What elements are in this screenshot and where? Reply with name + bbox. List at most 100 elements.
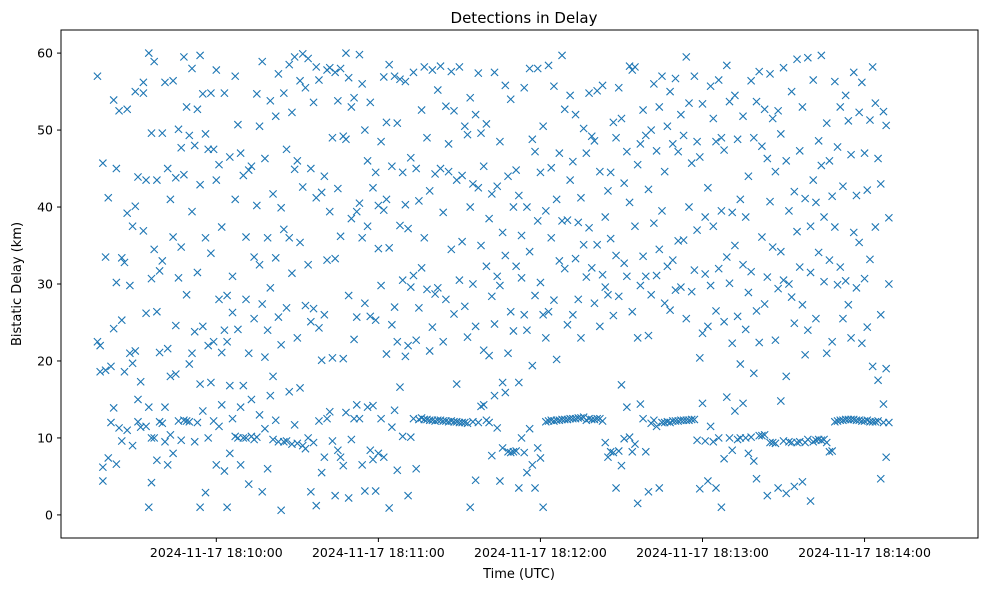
data-point	[520, 448, 529, 457]
data-point	[128, 441, 137, 450]
data-point	[628, 307, 637, 316]
data-point	[325, 407, 334, 416]
data-point	[352, 207, 361, 216]
data-point	[463, 333, 472, 342]
data-point	[741, 325, 750, 334]
data-point	[198, 89, 207, 98]
data-point	[612, 133, 621, 142]
data-point	[463, 419, 472, 428]
data-point	[693, 226, 702, 235]
data-point	[531, 483, 540, 492]
data-point	[185, 360, 194, 369]
data-point	[279, 437, 288, 446]
data-point	[639, 106, 648, 115]
data-point	[152, 307, 161, 316]
data-point	[225, 153, 234, 161]
y-axis-label: Bistatic Delay (km)	[10, 222, 25, 346]
data-point	[414, 303, 423, 312]
data-point	[485, 214, 494, 223]
data-point	[663, 122, 672, 131]
data-point	[879, 107, 888, 116]
data-point	[455, 62, 464, 71]
data-point	[150, 57, 159, 66]
data-point	[285, 233, 294, 242]
data-point	[571, 110, 580, 119]
data-point	[739, 399, 747, 408]
data-point	[790, 482, 799, 491]
data-point	[314, 323, 323, 332]
data-point	[182, 417, 191, 425]
data-point	[641, 447, 650, 456]
data-point	[576, 413, 585, 422]
data-point	[582, 273, 591, 282]
data-point	[185, 131, 194, 140]
data-point	[112, 164, 121, 173]
data-point	[784, 280, 793, 288]
data-point	[590, 299, 599, 308]
data-point	[144, 403, 153, 412]
data-point	[266, 96, 275, 105]
data-point	[833, 143, 842, 151]
data-point	[139, 226, 148, 235]
data-point	[682, 52, 691, 61]
data-point	[598, 81, 607, 90]
data-point	[760, 300, 769, 309]
data-point	[293, 333, 302, 342]
data-point	[544, 61, 553, 70]
data-point	[106, 418, 115, 427]
data-point	[830, 77, 839, 86]
data-point	[760, 430, 769, 439]
y-tick-label: 10	[37, 430, 53, 445]
data-point	[671, 74, 680, 83]
data-point	[493, 423, 502, 432]
data-point	[158, 419, 167, 428]
data-point	[336, 453, 345, 462]
data-point	[865, 116, 874, 125]
data-point	[190, 327, 199, 336]
data-point	[703, 477, 712, 486]
data-point	[636, 400, 645, 409]
data-point	[252, 201, 261, 210]
data-point	[509, 326, 518, 335]
data-point	[215, 422, 223, 431]
data-point	[169, 449, 178, 458]
data-point	[539, 122, 548, 131]
data-point	[271, 112, 280, 121]
data-point	[820, 277, 829, 286]
data-point	[336, 64, 345, 73]
data-point	[341, 408, 350, 417]
data-point	[215, 295, 223, 304]
y-tick-label: 60	[37, 46, 53, 61]
data-point	[209, 337, 218, 346]
data-point	[309, 438, 318, 447]
data-point	[682, 314, 691, 323]
data-point	[360, 126, 369, 135]
data-point	[666, 87, 675, 96]
data-point	[352, 313, 361, 322]
data-point	[142, 176, 151, 185]
data-point	[587, 263, 596, 272]
data-point	[428, 323, 437, 332]
data-point	[787, 87, 796, 96]
data-point	[98, 477, 107, 486]
data-point	[125, 349, 134, 358]
data-point	[660, 167, 669, 176]
data-point	[539, 310, 548, 319]
data-point	[601, 213, 610, 222]
data-point	[266, 391, 275, 400]
data-point	[714, 264, 723, 273]
data-point	[482, 262, 491, 271]
data-point	[706, 281, 715, 290]
data-point	[784, 437, 793, 446]
data-point	[98, 159, 107, 168]
data-point	[112, 278, 121, 287]
data-point	[636, 139, 645, 148]
data-point	[398, 276, 407, 285]
data-point	[517, 433, 526, 442]
data-point	[169, 233, 178, 242]
data-point	[190, 437, 199, 446]
data-point	[196, 180, 205, 189]
data-point	[123, 105, 132, 114]
data-point	[242, 295, 251, 304]
